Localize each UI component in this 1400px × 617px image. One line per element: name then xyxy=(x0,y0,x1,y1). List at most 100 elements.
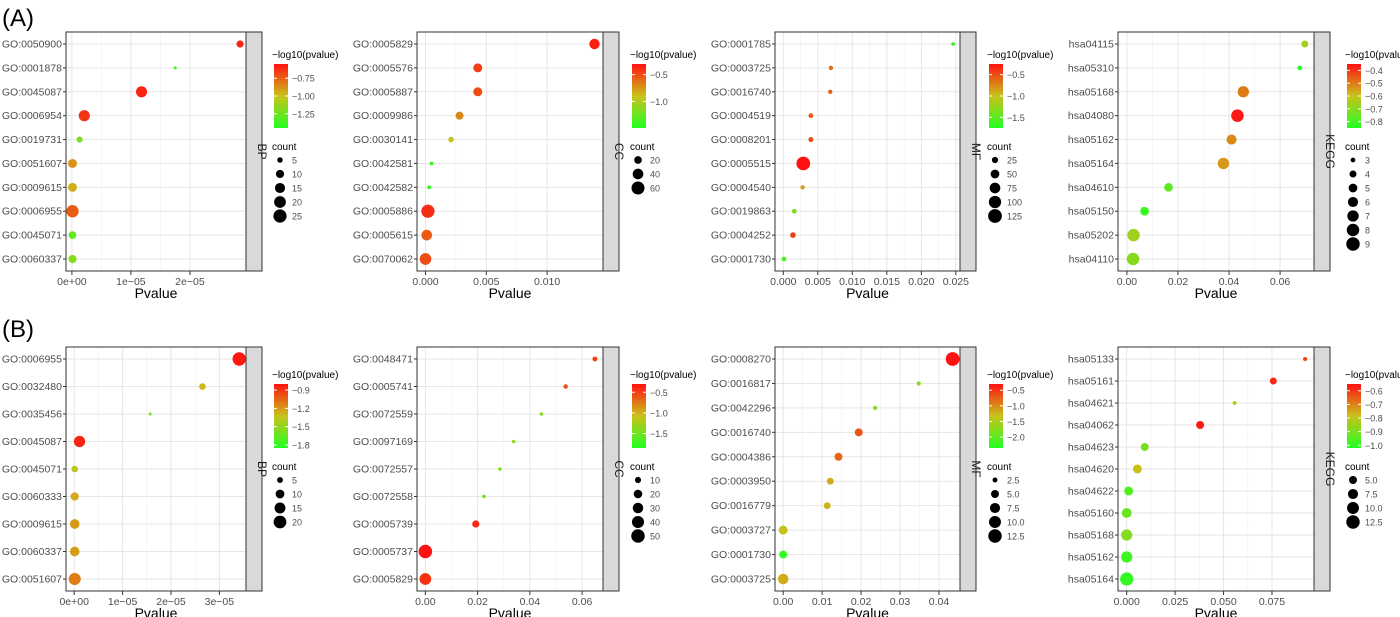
data-point xyxy=(808,137,814,143)
data-point xyxy=(419,253,432,265)
y-tick-label: GO:0045087 xyxy=(2,86,62,98)
size-legend-key xyxy=(991,156,999,164)
data-point xyxy=(448,136,454,143)
color-legend-title: −log10(pvalue) xyxy=(987,370,1053,381)
size-legend-key xyxy=(274,182,286,194)
size-legend-key xyxy=(631,529,645,543)
x-tick-label: 0.000 xyxy=(1114,596,1140,608)
size-legend-label: 20 xyxy=(292,198,302,208)
colorbar-tick-label: −0.5 xyxy=(650,70,668,80)
size-legend-key xyxy=(632,502,644,514)
size-legend-label: 4 xyxy=(1365,170,1370,180)
size-legend-label: 100 xyxy=(1007,198,1022,208)
x-tick-label: 0.02 xyxy=(467,596,488,608)
data-point xyxy=(418,544,433,559)
colorbar xyxy=(632,64,646,128)
facet-strip-label: MF xyxy=(969,143,983,160)
data-point xyxy=(1226,134,1237,145)
size-legend-key xyxy=(275,489,285,499)
size-legend-label: 10.0 xyxy=(1007,518,1025,528)
size-legend-key xyxy=(273,209,287,223)
panel-cc-b: 0.00 0.02 0.04 0.06 Pvalue GO:0048471 GO:00057… xyxy=(353,346,696,617)
size-legend-key xyxy=(988,529,1002,543)
y-tick-label: GO:0006955 xyxy=(2,354,62,366)
size-legend-label: 2.5 xyxy=(1007,476,1020,486)
size-legend-key xyxy=(1346,237,1360,251)
x-axis-label: Pvalue xyxy=(1195,285,1238,301)
data-point xyxy=(1140,443,1149,451)
x-tick-label: 0.02 xyxy=(851,596,872,608)
colorbar-tick-label: −1.00 xyxy=(292,92,315,102)
y-tick-label: GO:0003950 xyxy=(711,476,771,488)
colorbar xyxy=(632,384,646,448)
data-point xyxy=(1303,356,1308,362)
y-tick-label: GO:0060337 xyxy=(2,254,62,266)
data-point xyxy=(68,572,81,586)
facet-strip xyxy=(1313,31,1331,272)
x-tick-label: 0.06 xyxy=(1270,276,1291,288)
data-point xyxy=(1232,400,1237,406)
y-tick-label: GO:0042296 xyxy=(711,402,771,414)
plot-background xyxy=(775,32,960,271)
colorbar-tick-label: −1.5 xyxy=(292,422,310,432)
y-tick-label: GO:0070062 xyxy=(353,254,413,266)
colorbar-tick-label: −0.4 xyxy=(1365,66,1383,76)
data-point xyxy=(472,520,480,528)
size-legend-key xyxy=(1346,515,1360,529)
y-tick-label: GO:0005887 xyxy=(353,86,413,98)
size-legend-label: 15 xyxy=(292,184,302,194)
data-point xyxy=(236,40,244,48)
data-point xyxy=(790,232,796,238)
size-legend-key xyxy=(277,157,283,163)
colorbar-tick-label: −1.5 xyxy=(1007,113,1025,123)
y-tick-label: GO:0051607 xyxy=(2,158,62,170)
y-tick-label: GO:0072558 xyxy=(353,491,413,503)
colorbar-tick-label: −0.7 xyxy=(1365,104,1383,114)
y-tick-label: GO:0005829 xyxy=(353,39,413,51)
x-tick-label: 0.06 xyxy=(572,596,593,608)
size-legend-label: 7.5 xyxy=(1365,490,1378,500)
y-tick-label: hsa05161 xyxy=(1068,376,1114,388)
size-legend-key xyxy=(634,476,642,484)
facet-strip xyxy=(959,31,977,272)
data-point xyxy=(68,254,77,264)
size-legend-title: count xyxy=(272,462,297,473)
size-legend-key xyxy=(989,502,1001,514)
size-legend-label: 10 xyxy=(650,476,660,486)
y-tick-label: GO:0042581 xyxy=(353,158,413,170)
data-point xyxy=(539,412,544,416)
y-tick-label: hsa04620 xyxy=(1068,464,1114,476)
x-tick-label: 0.04 xyxy=(929,596,950,608)
data-point xyxy=(498,467,502,471)
data-point xyxy=(828,89,833,94)
size-legend-label: 7 xyxy=(1365,212,1370,222)
y-tick-label: hsa04622 xyxy=(1068,486,1114,498)
data-point xyxy=(511,439,516,444)
size-legend-label: 5.0 xyxy=(1007,490,1020,500)
y-tick-label: GO:0060337 xyxy=(2,546,62,558)
y-tick-label: GO:0004386 xyxy=(711,451,771,463)
color-legend-title: −log10(pvalue) xyxy=(1345,370,1400,381)
y-tick-label: GO:0001878 xyxy=(2,62,62,74)
colorbar-tick-label: −0.75 xyxy=(292,74,315,84)
y-tick-label: GO:0005739 xyxy=(353,519,413,531)
x-tick-label: 0.020 xyxy=(908,276,934,288)
size-legend-label: 60 xyxy=(650,184,660,194)
y-tick-label: GO:0004540 xyxy=(711,182,771,194)
size-legend-key xyxy=(988,195,1002,209)
colorbar xyxy=(989,384,1003,448)
x-tick-label: 2e−05 xyxy=(175,276,205,288)
size-legend-label: 40 xyxy=(650,518,660,528)
size-legend-label: 25 xyxy=(1007,156,1017,166)
data-point xyxy=(473,63,483,73)
x-tick-label: 0.050 xyxy=(1210,596,1236,608)
facet-strip-label: KEGG xyxy=(1323,134,1337,169)
size-legend-label: 20 xyxy=(292,518,302,528)
x-tick-label: 0e+00 xyxy=(59,596,89,608)
y-tick-label: GO:0009986 xyxy=(353,110,413,122)
facet-strip xyxy=(959,346,977,592)
data-point xyxy=(916,381,921,386)
colorbar xyxy=(274,64,288,128)
data-point xyxy=(589,38,600,50)
y-tick-label: GO:0072559 xyxy=(353,409,413,421)
